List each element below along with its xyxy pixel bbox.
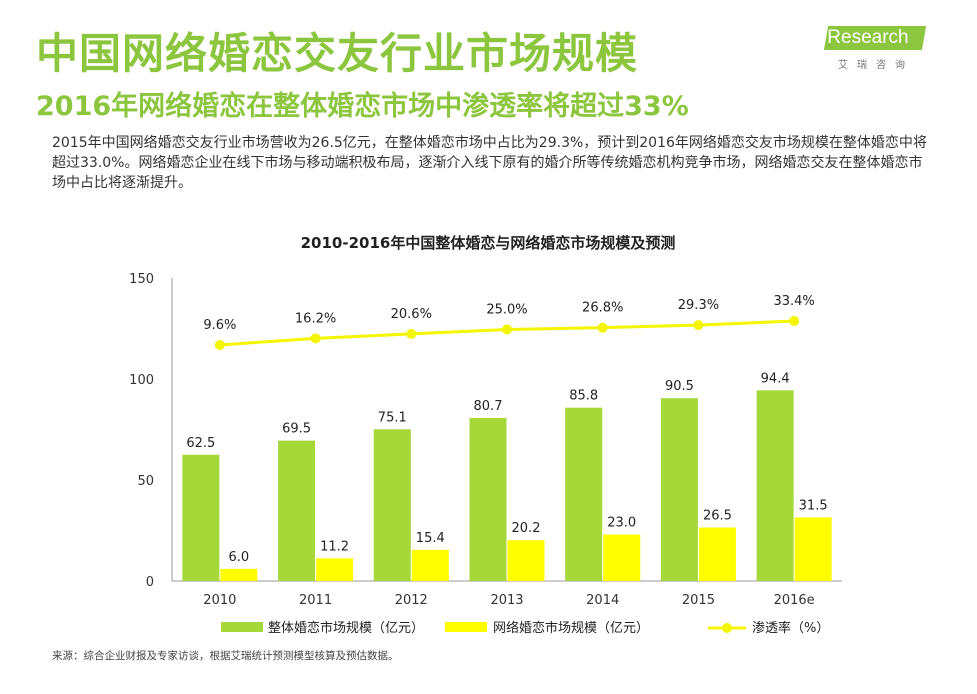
x-tick-label-2016e: 2016e — [774, 593, 815, 608]
label-online-2012: 15.4 — [416, 531, 445, 546]
label-rate-2014: 26.8% — [582, 301, 623, 316]
bar-total-2015 — [660, 398, 698, 581]
rate-point-2014 — [597, 322, 608, 333]
label-total-2015: 90.5 — [665, 379, 694, 394]
bar-online-2011 — [316, 558, 354, 581]
label-online-2015: 26.5 — [703, 508, 732, 523]
bar-total-2012 — [373, 429, 411, 581]
label-rate-2012: 20.6% — [391, 307, 432, 322]
label-rate-2010: 9.6% — [203, 318, 236, 333]
label-rate-2011: 16.2% — [295, 311, 336, 326]
label-online-2011: 11.2 — [320, 539, 349, 554]
chart-title: 2010-2016年中国整体婚恋与网络婚恋市场规模及预测 — [301, 234, 676, 252]
y-tick-label-3: 150 — [129, 272, 154, 287]
chart-data-labels: 62.5 6.0 69.5 11.2 75.1 15.4 80.7 20.2 85.8 23.0 9… — [186, 294, 827, 565]
chart-legend: 整体婚恋市场规模（亿元） 网络婚恋市场规模（亿元） 渗透率（%） — [221, 620, 829, 636]
legend-label-total: 整体婚恋市场规模（亿元） — [268, 620, 424, 636]
chart-bars — [182, 390, 832, 581]
bar-total-2014 — [565, 407, 603, 581]
bar-online-2010 — [220, 568, 258, 581]
description-text: 2015年中国网络婚恋交友行业市场营收为26.5亿元，在整体婚恋市场中占比为29… — [52, 135, 927, 191]
label-rate-2016e: 33.4% — [773, 294, 814, 309]
x-tick-label-2014: 2014 — [586, 593, 619, 608]
bar-online-2012 — [411, 549, 449, 581]
bar-online-2015 — [698, 527, 736, 581]
rate-point-2010 — [214, 340, 225, 350]
bar-online-2013 — [507, 540, 545, 581]
y-tick-label-0: 0 — [146, 575, 154, 590]
rate-point-2013 — [502, 324, 512, 335]
bar-online-2014 — [603, 534, 641, 581]
bar-total-2011 — [278, 440, 316, 581]
rate-point-2016e — [789, 316, 800, 326]
legend-label-rate: 渗透率（%） — [752, 620, 829, 636]
label-online-2016e: 31.5 — [799, 498, 828, 513]
legend-swatch-online — [445, 622, 487, 632]
label-total-2011: 69.5 — [282, 422, 311, 437]
bar-total-2016e — [756, 390, 794, 581]
label-total-2013: 80.7 — [474, 399, 503, 414]
legend-swatch-point — [722, 623, 732, 633]
page-subtitle: 2016年网络婚恋在整体婚恋市场中渗透率将超过33% — [36, 91, 689, 122]
legend-swatch-total — [221, 622, 263, 632]
x-tick-label-2012: 2012 — [395, 593, 428, 608]
label-total-2014: 85.8 — [569, 389, 598, 404]
rate-point-2012 — [406, 328, 417, 339]
y-tick-label-1: 50 — [137, 474, 154, 489]
bar-total-2013 — [469, 417, 507, 581]
label-online-2013: 20.2 — [512, 521, 541, 536]
x-tick-label-2013: 2013 — [490, 593, 523, 608]
legend-label-online: 网络婚恋市场规模（亿元） — [493, 620, 649, 636]
label-online-2010: 6.0 — [229, 550, 250, 565]
rate-point-2015 — [693, 320, 704, 331]
bar-online-2016e — [794, 517, 832, 581]
x-tick-label-2011: 2011 — [299, 593, 332, 608]
chart-axes: 0 50 100 150 2010 2011 2012 2013 2014 2015 2016e — [129, 272, 842, 608]
rate-point-2011 — [310, 333, 321, 344]
x-tick-label-2015: 2015 — [682, 593, 715, 608]
y-tick-label-2: 100 — [129, 373, 154, 388]
x-tick-label-2010: 2010 — [203, 593, 236, 608]
source-note: 来源：综合企业财报及专家访谈，根据艾瑞统计预测模型核算及预估数据。 — [52, 650, 399, 662]
page-title: 中国网络婚恋交友行业市场规模 — [36, 29, 639, 78]
label-total-2010: 62.5 — [186, 436, 215, 451]
label-online-2014: 23.0 — [607, 516, 636, 531]
logo-wordmark: iResearch — [822, 27, 909, 48]
label-rate-2013: 25.0% — [486, 302, 527, 317]
logo-tagline: 艾瑞咨询 — [838, 60, 914, 71]
iresearch-logo: iResearch 艾瑞咨询 — [818, 26, 938, 76]
label-rate-2015: 29.3% — [678, 298, 719, 313]
bar-total-2010 — [182, 454, 220, 581]
label-total-2016e: 94.4 — [761, 371, 790, 386]
label-total-2012: 75.1 — [378, 410, 407, 425]
penetration-line — [214, 316, 800, 350]
